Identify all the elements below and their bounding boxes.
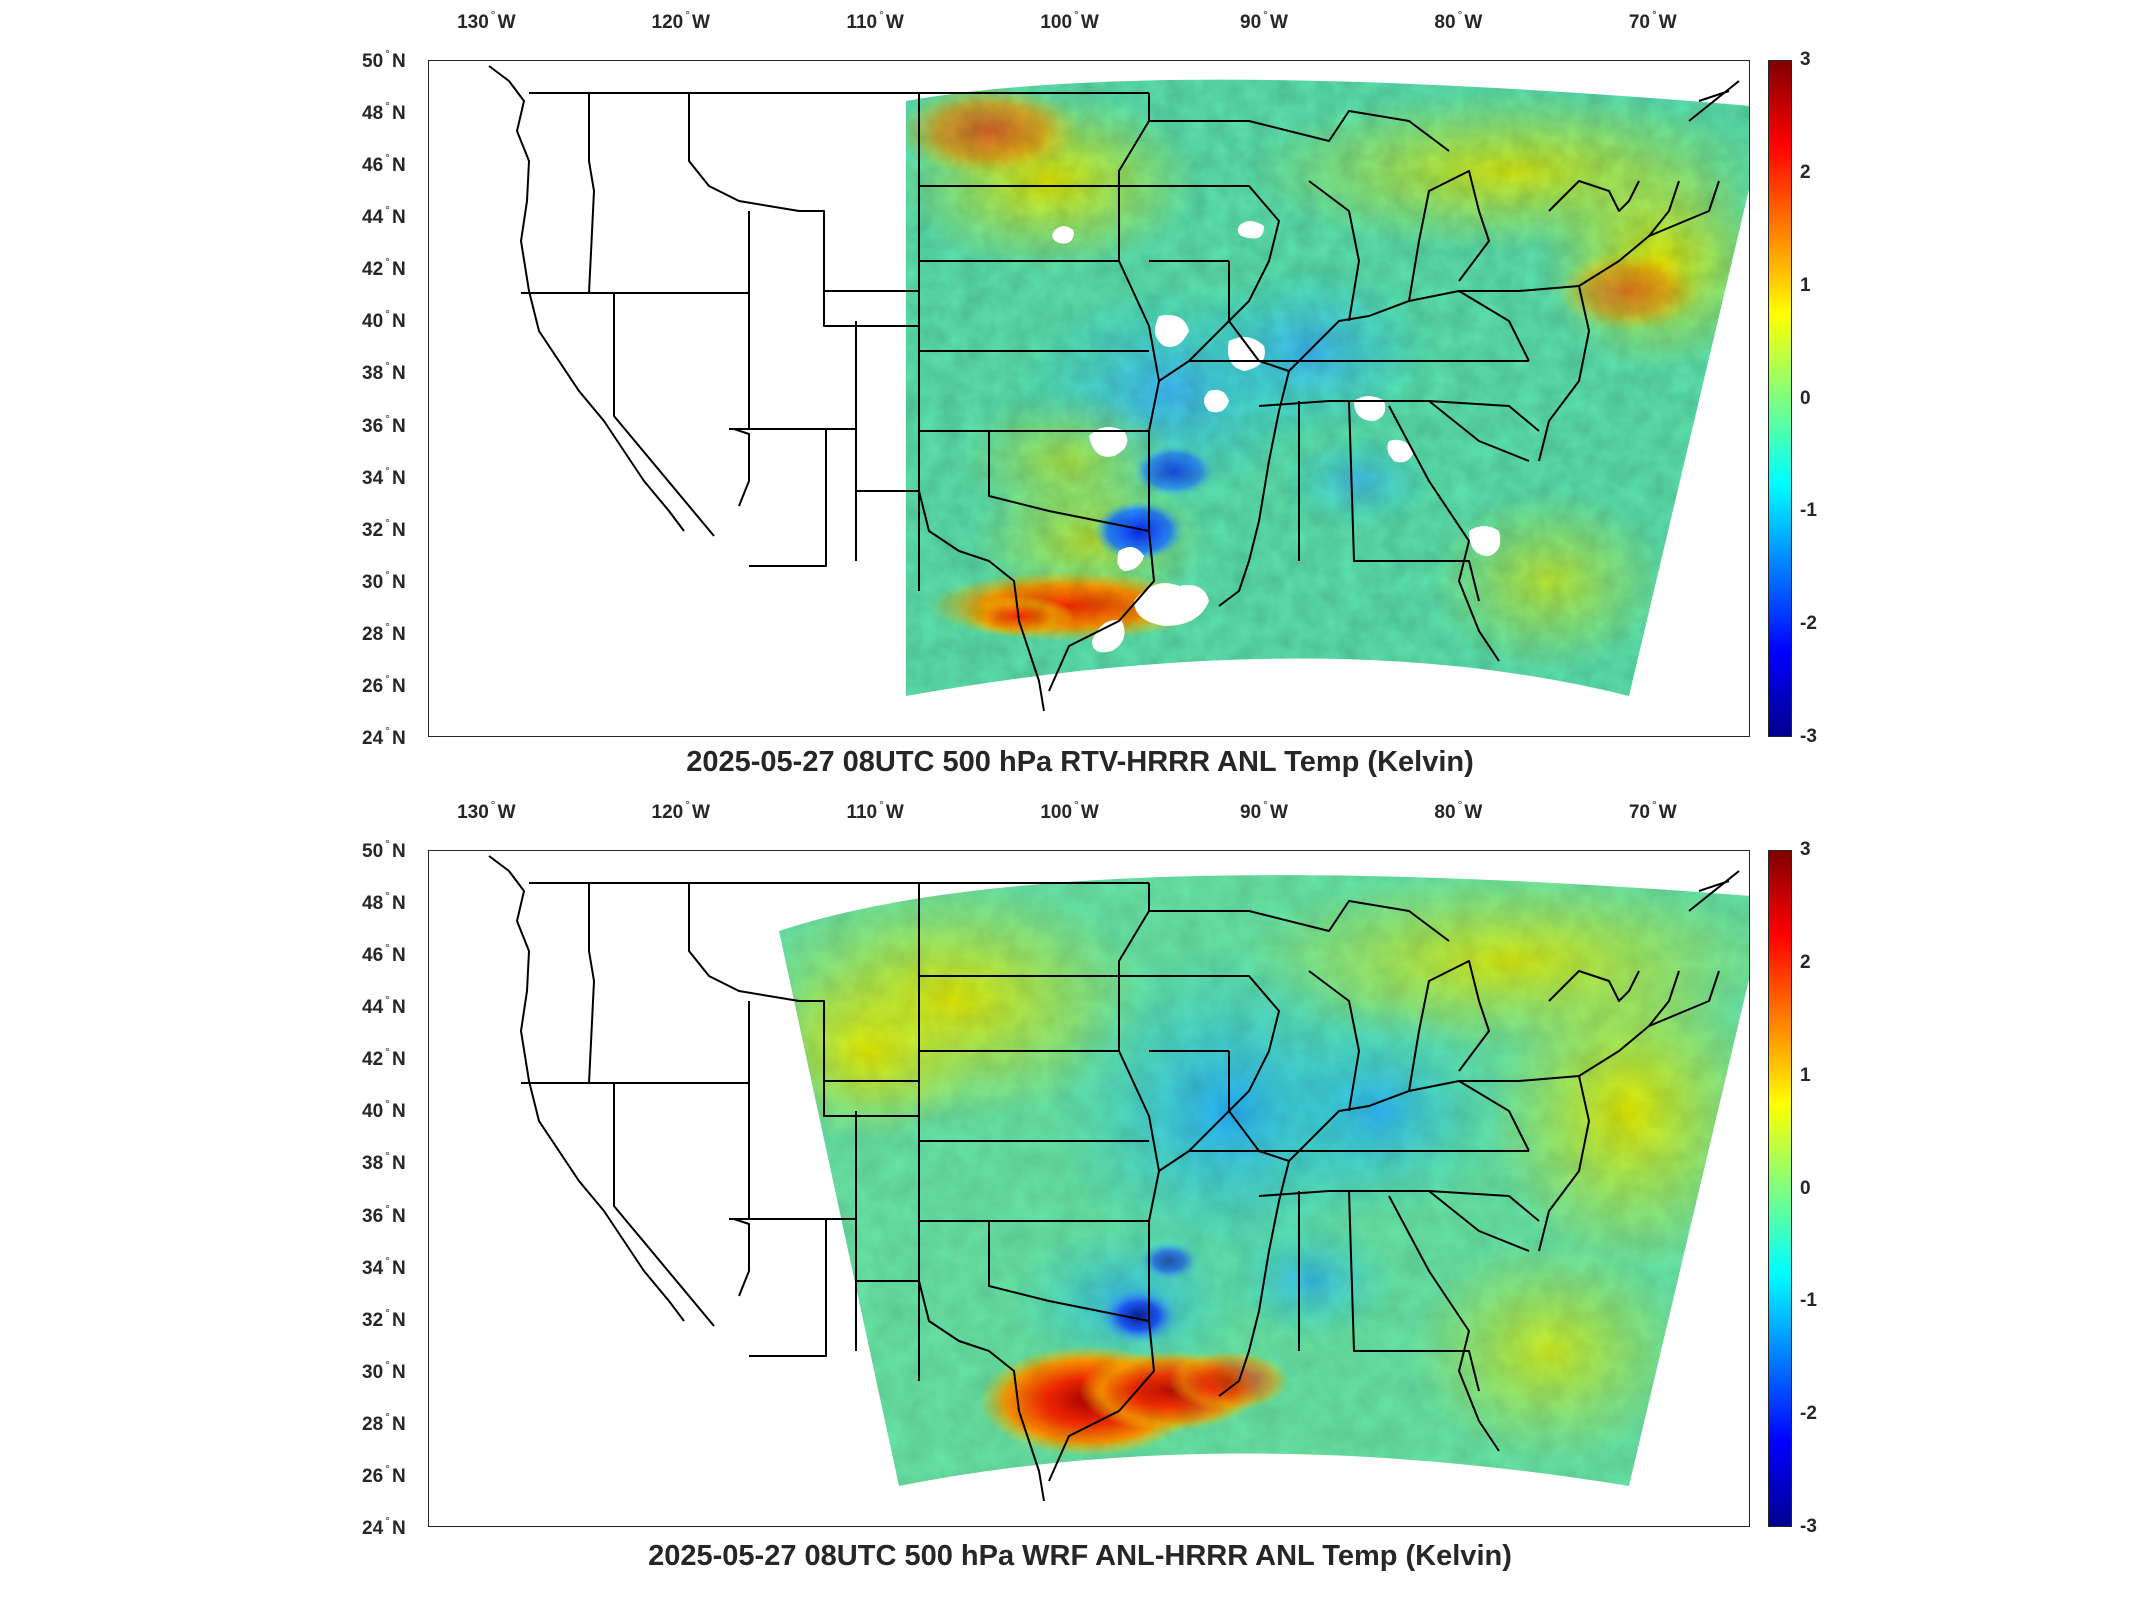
top-map-panel: 130 ° W 120 ° W 110 ° W 100 ° W 90 ° W 80 ° W 70 ° W 50 ° N 48 °… — [0, 0, 2133, 790]
map-area — [428, 60, 1750, 737]
colorbar-tick-label: -2 — [1800, 613, 1817, 635]
latitude-tick-label: 36 ° N — [362, 411, 406, 437]
latitude-tick-label: 44 ° N — [362, 203, 406, 229]
latitude-tick-label: 28 ° N — [362, 619, 406, 645]
latitude-tick-label: 48 ° N — [362, 889, 406, 915]
colorbar — [1768, 850, 1792, 1527]
colorbar-tick-label: -2 — [1800, 1403, 1817, 1425]
colorbar-tick-label: -3 — [1800, 1516, 1817, 1537]
longitude-tick-label: 100 ° W — [1040, 8, 1099, 33]
colorbar-tick-label: 2 — [1800, 951, 1811, 973]
longitude-tick-label: 70 ° W — [1628, 798, 1677, 823]
latitude-tick-label: 34 ° N — [362, 463, 406, 489]
latitude-tick-label: 28 ° N — [362, 1409, 406, 1435]
longitude-tick-label: 80 ° W — [1434, 798, 1483, 823]
map-area — [428, 850, 1750, 1527]
state-boundaries — [488, 65, 1740, 712]
longitude-tick-label: 130 ° W — [457, 8, 516, 33]
colorbar-tick-label: -1 — [1800, 500, 1817, 522]
latitude-tick-label: 24 ° N — [362, 724, 406, 749]
latitude-tick-label: 26 ° N — [362, 1461, 406, 1487]
missing-data-patches — [1052, 221, 1501, 653]
map-title: 2025-05-27 08UTC 500 hPa RTV-HRRR ANL Te… — [686, 746, 1474, 778]
state-boundaries — [488, 855, 1740, 1502]
latitude-tick-label: 30 ° N — [362, 567, 406, 593]
latitude-tick-label: 32 ° N — [362, 1305, 406, 1331]
longitude-tick-label: 80 ° W — [1434, 8, 1483, 33]
latitude-tick-label: 42 ° N — [362, 1045, 406, 1071]
latitude-tick-label: 46 ° N — [362, 941, 406, 967]
longitude-tick-label: 110 ° W — [846, 798, 904, 823]
colorbar — [1768, 60, 1792, 737]
latitude-tick-label: 40 ° N — [362, 307, 406, 333]
colorbar-tick-label: 0 — [1800, 1177, 1811, 1199]
latitude-tick-label: 42 ° N — [362, 255, 406, 281]
latitude-tick-label: 50 ° N — [362, 47, 406, 72]
longitude-tick-label: 70 ° W — [1628, 8, 1677, 33]
latitude-tick-label: 44 ° N — [362, 993, 406, 1019]
colorbar-tick-label: 0 — [1800, 387, 1811, 409]
latitude-tick-label: 34 ° N — [362, 1253, 406, 1279]
latitude-tick-label: 32 ° N — [362, 515, 406, 541]
temperature-field — [906, 79, 1749, 697]
colorbar-tick-label: -1 — [1800, 1290, 1817, 1312]
colorbar-tick-label: 2 — [1800, 161, 1811, 183]
latitude-tick-label: 50 ° N — [362, 837, 406, 862]
map-svg — [488, 855, 1749, 1502]
latitude-tick-label: 40 ° N — [362, 1097, 406, 1123]
latitude-tick-label: 38 ° N — [362, 359, 406, 385]
longitude-tick-label: 100 ° W — [1040, 798, 1099, 823]
colorbar-tick-label: 1 — [1800, 1064, 1811, 1086]
colorbar-tick-label: 1 — [1800, 274, 1811, 296]
longitude-tick-label: 120 ° W — [651, 798, 710, 823]
longitude-tick-label: 90 ° W — [1240, 798, 1288, 823]
map-svg — [488, 65, 1749, 712]
latitude-tick-label: 24 ° N — [362, 1514, 406, 1539]
latitude-tick-label: 36 ° N — [362, 1201, 406, 1227]
latitude-tick-label: 38 ° N — [362, 1149, 406, 1175]
longitude-tick-label: 90 ° W — [1240, 8, 1288, 33]
colorbar-tick-label: 3 — [1800, 839, 1811, 860]
latitude-tick-label: 30 ° N — [362, 1357, 406, 1383]
latitude-tick-label: 26 ° N — [362, 671, 406, 697]
longitude-tick-label: 120 ° W — [651, 8, 710, 33]
latitude-tick-label: 48 ° N — [362, 99, 406, 125]
colorbar-tick-label: 3 — [1800, 49, 1811, 70]
latitude-tick-label: 46 ° N — [362, 151, 406, 177]
longitude-tick-label: 130 ° W — [457, 798, 516, 823]
map-title: 2025-05-27 08UTC 500 hPa WRF ANL-HRRR AN… — [648, 1540, 1512, 1572]
bottom-map-panel: 130 ° W 120 ° W 110 ° W 100 ° W 90 ° W 80 ° W 70 ° W 50 ° N 48 °… — [0, 790, 2133, 1600]
colorbar-tick-label: -3 — [1800, 726, 1817, 747]
longitude-tick-label: 110 ° W — [846, 8, 904, 33]
